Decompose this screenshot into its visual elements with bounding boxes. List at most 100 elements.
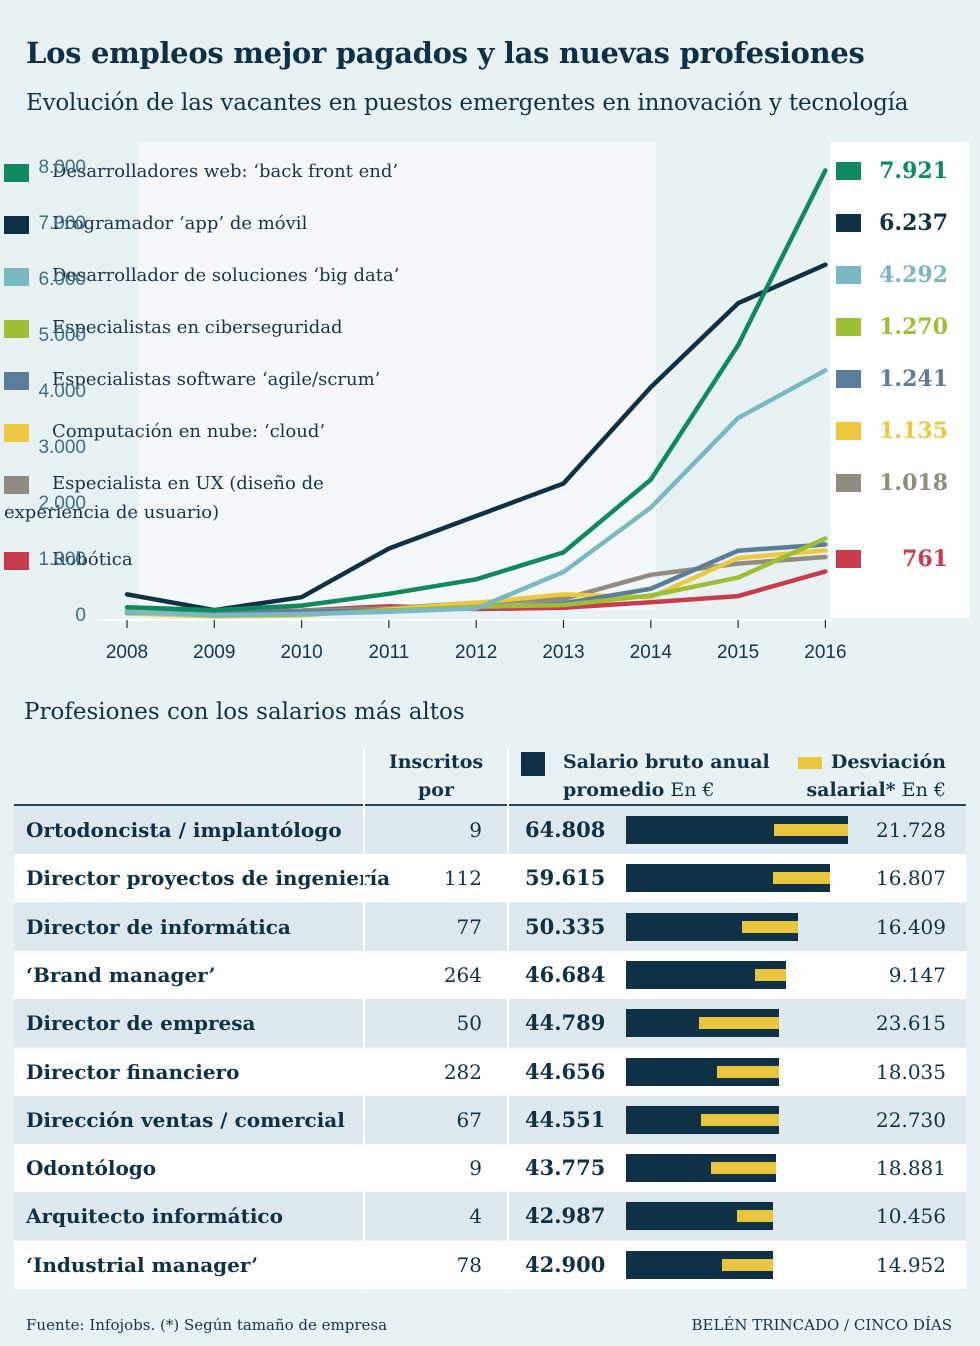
legend-item: Especialistas en ciberseguridad [4, 313, 504, 342]
end-value-row: 761 [830, 545, 970, 575]
deviation-swatch [798, 757, 822, 769]
x-tick-label: 2016 [804, 642, 846, 663]
legend-label: Robótica [52, 549, 133, 570]
salary-value: 44.551 [525, 1106, 606, 1132]
y-tick-label: 2.000 [38, 493, 86, 514]
legend-label: Especialista en UX (diseño de experienci… [4, 473, 324, 523]
salary-value: 42.900 [525, 1251, 606, 1277]
end-value-label: 1.241 [879, 366, 948, 392]
end-value-swatch [836, 550, 861, 568]
profession-name: Odontólogo [26, 1156, 157, 1181]
column-divider-1 [363, 748, 365, 1290]
deviation-bar [700, 1113, 779, 1126]
legend-item: Especialista en UX (diseño de experienci… [4, 469, 344, 527]
end-value-row: 1.270 [830, 313, 970, 343]
end-value-row: 1.018 [830, 469, 970, 499]
salary-value: 59.615 [525, 865, 606, 891]
table-row: Director financiero 282 44.656 18.035 [14, 1047, 966, 1096]
deviation-bar [754, 968, 786, 981]
table-row: Ortodoncista / implantólogo 9 64.808 21.728 [14, 806, 966, 854]
table-row: Dirección ventas / comercial 67 44.551 22.7… [14, 1095, 966, 1144]
legend-label: Programador ‘app’ de móvil [52, 213, 308, 234]
deviation-bar [721, 1258, 773, 1271]
series-line [124, 368, 828, 618]
deviation-value: 9.147 [888, 962, 946, 987]
end-value-swatch [836, 214, 861, 232]
header-desviacion-line2: salarial* [806, 779, 896, 801]
deviation-bar [773, 824, 848, 836]
salary-value: 44.789 [525, 1010, 606, 1036]
series-line [124, 262, 828, 613]
column-divider-2 [507, 748, 509, 1290]
deviation-value: 10.456 [876, 1204, 946, 1229]
legend-item: Robótica [4, 545, 504, 574]
profession-name: Arquitecto informático [26, 1204, 283, 1229]
end-value-row: 1.241 [830, 365, 970, 395]
y-tick-label: 8.000 [38, 157, 86, 178]
table-row: Director de informática 77 50.335 16.409 [14, 902, 966, 951]
table-title: Profesiones con los salarios más altos [24, 699, 465, 725]
deviation-value: 16.807 [876, 866, 946, 891]
end-value-row: 1.135 [830, 417, 970, 447]
header-salario-line2: promedio [563, 779, 665, 801]
legend-item: Desarrollador de soluciones ‘big data’ [4, 261, 504, 290]
end-value-label: 4.292 [879, 262, 948, 288]
y-tick-label: 5.000 [38, 325, 86, 346]
end-value-row: 6.237 [830, 209, 970, 239]
end-value-swatch [836, 422, 861, 440]
profession-name: ‘Industrial manager’ [26, 1252, 259, 1277]
legend-label: Especialistas software ‘agile/scrum’ [52, 369, 381, 390]
profession-name: ‘Brand manager’ [26, 962, 216, 987]
y-tick-label: 6.000 [38, 269, 86, 290]
x-tick-label: 2014 [630, 642, 673, 663]
legend-item: Computación en nube: ‘cloud’ [4, 417, 504, 446]
end-value-swatch [836, 318, 861, 336]
table-row: Director proyectos de ingeniería 112 59.61… [14, 854, 966, 903]
x-tick-label: 2010 [280, 642, 322, 663]
x-tick-label: 2015 [717, 642, 759, 663]
legend-item: Desarrolladores web: ‘back front end’ [4, 157, 504, 186]
chart-subtitle: Evolución de las vacantes en puestos eme… [26, 90, 909, 116]
legend-label: Desarrolladores web: ‘back front end’ [52, 161, 399, 182]
deviation-bar [711, 1162, 776, 1175]
inscritos-value: 282 [443, 1059, 482, 1084]
end-value-swatch [836, 162, 861, 180]
end-value-label: 1.270 [879, 314, 948, 340]
end-value-row: 4.292 [830, 261, 970, 291]
legend-swatch [4, 164, 29, 182]
salary-value: 64.808 [525, 817, 606, 842]
deviation-value: 14.952 [876, 1252, 946, 1277]
table-row: Odontólogo 9 43.775 18.881 [14, 1144, 966, 1193]
salary-value: 46.684 [525, 961, 606, 987]
deviation-value: 21.728 [876, 818, 946, 842]
y-tick-label: 4.000 [38, 381, 86, 402]
profession-name: Ortodoncista / implantólogo [26, 818, 342, 842]
salary-value: 50.335 [525, 913, 606, 939]
y-tick-label: 1.000 [38, 549, 86, 570]
profession-name: Dirección ventas / comercial [26, 1107, 345, 1132]
deviation-bar [698, 1017, 780, 1030]
legend [138, 142, 656, 610]
profession-name: Director proyectos de ingeniería [26, 866, 391, 891]
deviation-bar [737, 1210, 774, 1223]
legend-label: Computación en nube: ‘cloud’ [52, 421, 326, 442]
x-tick-label: 2009 [193, 642, 235, 663]
legend-swatch [4, 320, 29, 338]
y-tick-label: 3.000 [38, 437, 86, 458]
deviation-bar [717, 1065, 779, 1078]
deviation-value: 18.881 [876, 1156, 946, 1181]
deviation-value: 18.035 [876, 1059, 946, 1084]
legend-item: Programador ‘app’ de móvil [4, 209, 504, 238]
end-value-label: 761 [902, 546, 948, 572]
deviation-value: 22.730 [876, 1107, 946, 1132]
profession-name: Director de empresa [26, 1011, 256, 1036]
header-salario: Salario bruto anual promedio En € [563, 748, 770, 804]
inscritos-value: 67 [456, 1107, 482, 1132]
end-value-swatch [836, 474, 861, 492]
header-salario-unit: En € [664, 779, 715, 801]
legend-swatch [4, 216, 29, 234]
legend-swatch [4, 424, 29, 442]
legend-swatch [4, 372, 29, 390]
y-tick-label: 7.000 [38, 213, 86, 234]
inscritos-value: 50 [456, 1011, 482, 1036]
